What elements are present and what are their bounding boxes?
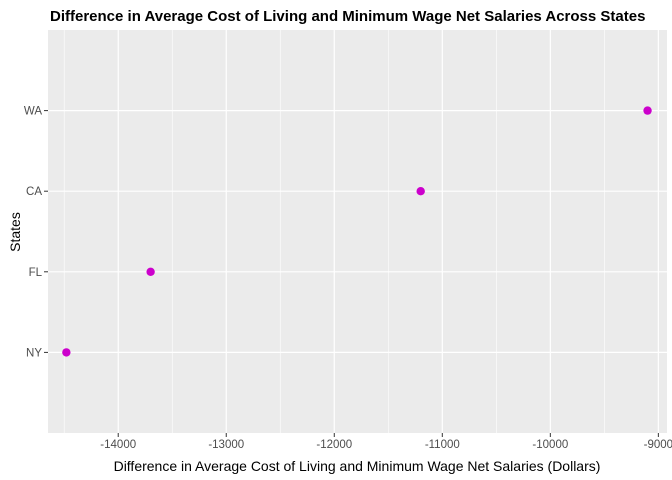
data-point — [643, 106, 652, 115]
data-point — [146, 267, 155, 276]
data-point — [62, 348, 71, 357]
y-tick-label: FL — [29, 267, 43, 279]
y-tick-label: CA — [26, 186, 42, 198]
data-points — [62, 106, 652, 357]
data-point — [416, 187, 425, 196]
x-axis: -14000 -13000 -12000 -11000 -10000 -9000 — [100, 433, 672, 451]
x-tick-label: -10000 — [532, 439, 568, 451]
y-tick-label: WA — [24, 106, 42, 118]
minor-grid — [63, 30, 605, 433]
x-tick-label: -9000 — [644, 439, 672, 451]
x-tick-label: -13000 — [208, 439, 244, 451]
chart-title: Difference in Average Cost of Living and… — [50, 8, 645, 25]
y-tick-label: NY — [26, 347, 42, 359]
x-axis-title: Difference in Average Cost of Living and… — [114, 458, 601, 474]
x-tick-label: -14000 — [100, 439, 136, 451]
x-tick-label: -12000 — [316, 439, 352, 451]
y-axis: NY FL CA WA — [24, 106, 48, 359]
y-axis-title: States — [7, 212, 23, 252]
plot-panel — [48, 30, 667, 433]
x-tick-label: -11000 — [425, 439, 460, 451]
